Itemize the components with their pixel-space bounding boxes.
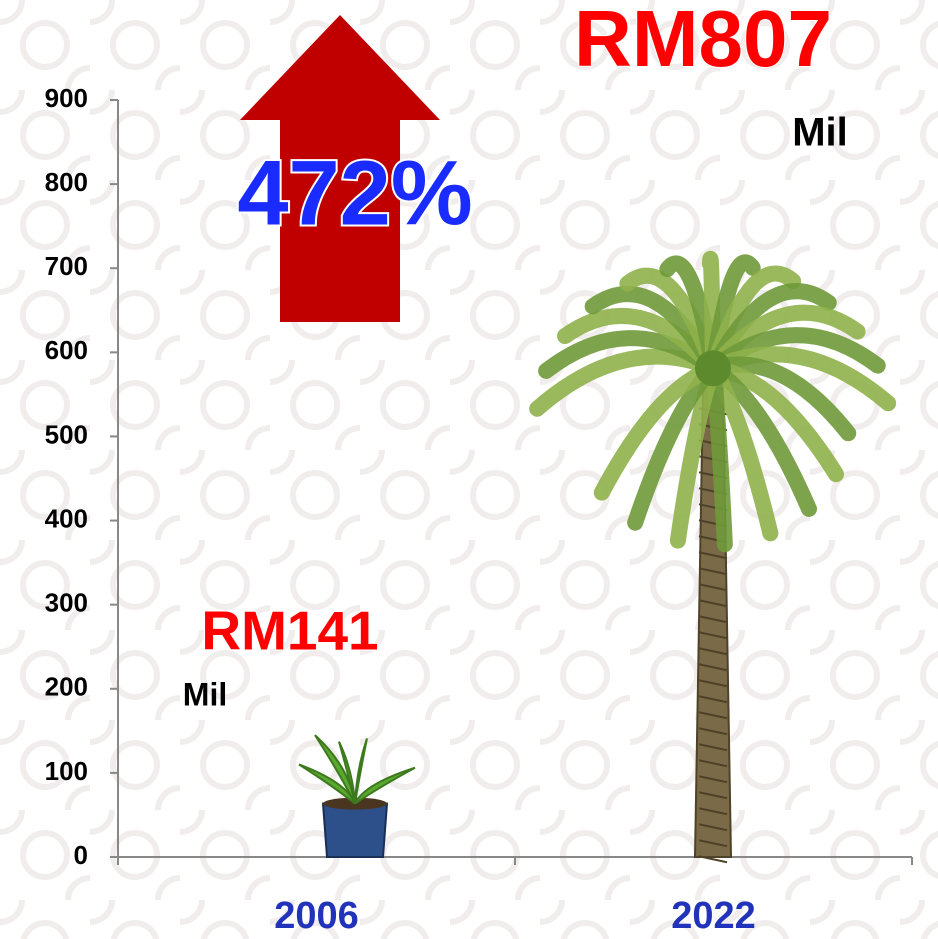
x-tick-label: 2006 [274, 895, 359, 937]
y-tick-label: 600 [45, 335, 88, 365]
pot [323, 804, 387, 857]
y-tick-label: 0 [74, 840, 88, 870]
value-label: RM141 [201, 600, 378, 662]
y-tick-label: 200 [45, 672, 88, 702]
chart: 472% 0 100 200 300 400 500 600 700 800 900 2006 RM1… [0, 0, 938, 939]
y-tick-label: 400 [45, 503, 88, 533]
y-tick-label: 700 [45, 251, 88, 281]
y-tick-label: 300 [45, 588, 88, 618]
unit-label: Mil [792, 111, 848, 155]
value-label: RM807 [574, 0, 832, 83]
unit-label: Mil [183, 676, 227, 712]
y-tick-label: 900 [45, 83, 88, 113]
y-tick-label: 500 [45, 419, 88, 449]
y-tick-label: 100 [45, 756, 88, 786]
x-tick-label: 2022 [671, 895, 756, 937]
growth-annotation: 472% [237, 142, 472, 244]
y-tick-label: 800 [45, 167, 88, 197]
crown-heart [695, 350, 731, 386]
